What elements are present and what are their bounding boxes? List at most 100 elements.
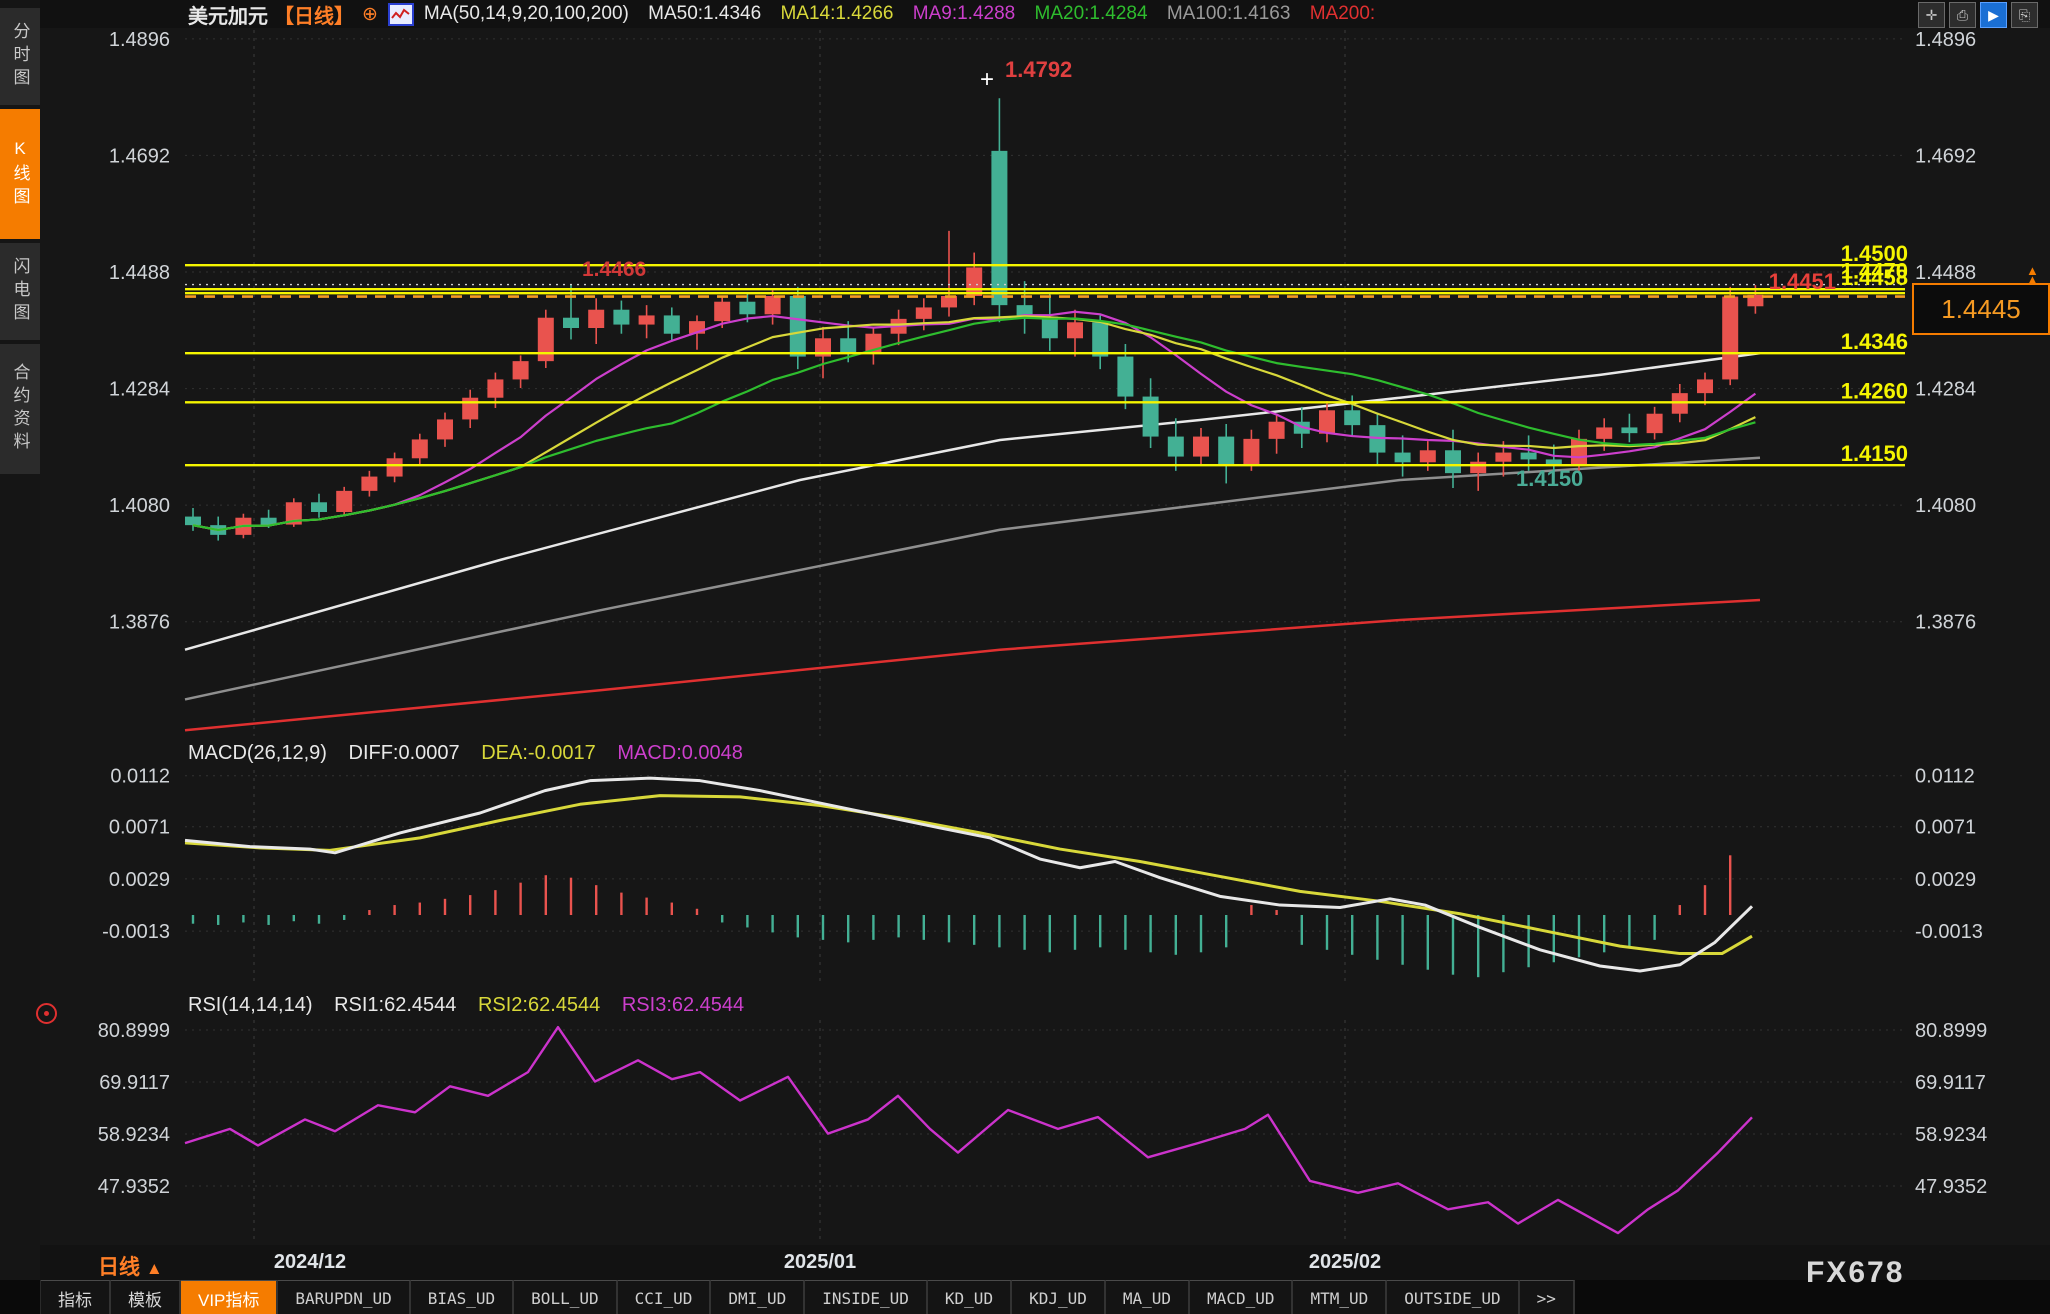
candle-body xyxy=(411,439,428,459)
sidebar-item-2[interactable]: K线图 xyxy=(0,109,40,239)
candle-body xyxy=(789,296,806,357)
candle-body xyxy=(1520,452,1537,460)
macd-dea-value: DEA:-0.0017 xyxy=(481,742,596,764)
candle-body xyxy=(1016,305,1033,317)
macd-right-axis-label: 0.0112 xyxy=(1915,768,1975,788)
ma14-value: MA14:1.4266 xyxy=(780,3,894,24)
chart-type-icon[interactable] xyxy=(387,2,414,26)
ma200-line xyxy=(184,598,1761,732)
candle-body xyxy=(613,309,630,325)
rsi2-value: RSI2:62.4544 xyxy=(477,994,601,1016)
sidebar-item-4[interactable]: 合约资料 xyxy=(0,344,40,474)
axis-scale-icon[interactable]: ⎙ xyxy=(1949,2,1976,28)
candle-body xyxy=(512,361,529,380)
timeframe-tag[interactable]: 【日线】 xyxy=(274,5,354,28)
candle-body xyxy=(260,517,277,525)
indicator-tab[interactable]: BOLL_UD xyxy=(514,1280,618,1314)
candle-body xyxy=(1470,461,1487,474)
indicator-tab[interactable]: MACD_UD xyxy=(1190,1280,1294,1314)
indicator-tab-bar: 指标 模板 VIP指标 BARUPDN_UD BIAS_UD BOLL_UD CCI_UD D… xyxy=(0,1280,2050,1314)
indicator-tab[interactable]: KDJ_UD xyxy=(1012,1280,1106,1314)
indicator-tab[interactable]: >> xyxy=(1519,1280,1575,1314)
right-price-axis-label: 1.4284 xyxy=(1915,379,1976,401)
macd-right-axis-label: 0.0029 xyxy=(1915,869,1976,891)
indicator-tab[interactable]: MTM_UD xyxy=(1293,1280,1388,1314)
candle-body xyxy=(1571,438,1587,466)
macd-header: MACD(26,12,9) DIFF:0.0007 DEA:-0.0017 MA… xyxy=(188,742,759,765)
candle-body xyxy=(1596,427,1613,439)
add-indicator-icon[interactable]: ⊕ xyxy=(362,3,378,25)
indicator-tab[interactable]: BARUPDN_UD xyxy=(278,1280,411,1314)
candle-body xyxy=(1545,459,1562,466)
left-price-axis-label: 1.4284 xyxy=(109,379,170,401)
crosshair-grid-icon[interactable]: ✛ xyxy=(1918,2,1945,28)
macd-value: MACD:0.0048 xyxy=(617,742,743,764)
auto-scroll-icon[interactable]: ▶ xyxy=(1980,2,2007,28)
candle-body xyxy=(1167,436,1184,457)
ma9-value: MA9:1.4288 xyxy=(912,3,1016,24)
ma20-line xyxy=(192,316,1756,532)
rsi-line xyxy=(184,1025,1753,1235)
indicator-tab[interactable]: VIP指标 xyxy=(181,1280,279,1314)
macd-diff-value: DIFF:0.0007 xyxy=(348,742,460,764)
candle-body xyxy=(941,296,957,308)
candle-body xyxy=(1041,316,1058,339)
rsi-chart-canvas[interactable]: 80.8999 80.8999 69.9117 69.9117 58.9234 58.92… xyxy=(0,1018,2050,1245)
price-up-arrows-icon: ▲ ▲ xyxy=(2026,263,2039,287)
ma50-value: MA50:1.4346 xyxy=(648,3,762,24)
timeframe-label: 日线 xyxy=(98,1256,140,1279)
rsi-params: RSI(14,14,14) xyxy=(188,994,313,1016)
candle-body xyxy=(1747,294,1764,307)
sr-level-label: 1.4470 xyxy=(1841,258,1908,283)
tabbar-filler xyxy=(1574,1280,2050,1314)
candle-body xyxy=(714,301,731,322)
candle-body xyxy=(1243,438,1260,466)
right-price-axis-label: 1.4896 xyxy=(1915,29,1976,51)
indicator-tab[interactable]: CCI_UD xyxy=(617,1280,712,1314)
rsi-left-axis-label: 47.9352 xyxy=(98,1176,170,1198)
indicator-tab[interactable]: KD_UD xyxy=(927,1280,1013,1314)
candle-body xyxy=(1067,322,1083,339)
indicator-tab[interactable]: MA_UD xyxy=(1105,1280,1191,1314)
candle-body xyxy=(1697,379,1713,394)
ma14-line xyxy=(192,315,1756,532)
macd-chart-canvas[interactable]: 0.0112 0.0112 0.0071 0.0071 0.0029 0.0029 -0.0… xyxy=(0,768,2050,988)
indicator-tab[interactable]: BIAS_UD xyxy=(410,1280,515,1314)
left-price-axis-label: 1.4896 xyxy=(109,29,170,51)
indicator-tab[interactable]: OUTSIDE_UD xyxy=(1387,1280,1520,1314)
right-price-axis-label: 1.4692 xyxy=(1915,145,1976,167)
candle-body xyxy=(1495,452,1512,462)
timeframe-selector[interactable]: 日线 ▲ xyxy=(98,1251,163,1281)
date-axis-label: 2025/01 xyxy=(783,1251,857,1273)
indicator-tab[interactable]: 指标 xyxy=(41,1280,111,1314)
brand-watermark: FX678 xyxy=(1806,1256,1905,1289)
indicator-tab[interactable]: DMI_UD xyxy=(711,1280,806,1314)
main-chart-canvas[interactable]: 1.4896 1.4896 1.4692 1.4692 1.4488 1.4488 1.42… xyxy=(0,26,2050,738)
macd-histogram xyxy=(191,855,1732,978)
indicator-tab[interactable]: INSIDE_UD xyxy=(805,1280,928,1314)
candle-body xyxy=(386,458,403,477)
date-axis-label: 2025/02 xyxy=(1308,1251,1382,1273)
date-axis-label: 2024/12 xyxy=(273,1251,347,1273)
shift-chart-icon[interactable]: ⎘ xyxy=(2011,2,2038,28)
rsi-left-axis-label: 69.9117 xyxy=(99,1072,170,1094)
support-low-label: 1.4150 xyxy=(1516,466,1584,491)
rsi-right-axis-label: 58.9234 xyxy=(1915,1124,1987,1146)
macd-left-axis-label: 0.0071 xyxy=(109,817,170,839)
trendline-price-label: 1.4466 xyxy=(582,258,647,281)
diff-line xyxy=(184,776,1754,973)
indicator-tab[interactable]: 模板 xyxy=(111,1280,181,1314)
macd-params: MACD(26,12,9) xyxy=(188,742,327,764)
candle-body xyxy=(1419,450,1436,463)
record-target-icon[interactable] xyxy=(36,1003,57,1024)
sidebar-item-1[interactable]: 分时图 xyxy=(0,8,40,105)
candle-body xyxy=(1445,450,1461,474)
sidebar-item-3[interactable]: 闪电图 xyxy=(0,243,40,340)
candle-body xyxy=(1722,296,1739,380)
rsi-right-axis-label: 80.8999 xyxy=(1915,1020,1987,1042)
candle-body xyxy=(764,296,781,315)
left-price-axis-label: 1.4080 xyxy=(109,495,170,517)
candle-body xyxy=(1319,410,1335,434)
macd-left-axis-label: 0.0029 xyxy=(109,869,170,891)
symbol-name: 美元加元 xyxy=(188,5,268,28)
